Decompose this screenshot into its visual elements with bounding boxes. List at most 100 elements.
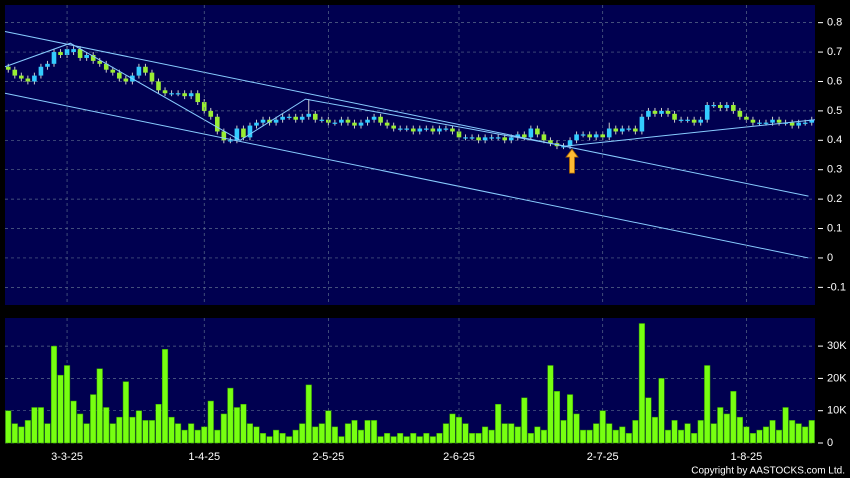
candle-body	[770, 119, 775, 123]
volume-bar	[397, 433, 404, 444]
candle-body	[450, 128, 455, 132]
candle-body	[332, 122, 338, 124]
candle-body	[535, 128, 540, 135]
candle-body	[678, 119, 684, 121]
candle-body	[234, 128, 240, 141]
candle-body	[515, 134, 521, 138]
candle-body	[123, 78, 129, 82]
price-panel	[5, 5, 815, 305]
volume-bar	[547, 365, 554, 444]
y-tick-label: 0.4	[827, 134, 842, 146]
candle-body	[64, 49, 70, 55]
volume-bar	[638, 323, 645, 444]
volume-bar	[769, 420, 776, 444]
candle-body	[685, 119, 690, 121]
candle-body	[339, 119, 344, 123]
y-tick-label: 0.6	[827, 75, 842, 87]
candle-body	[757, 122, 762, 124]
volume-bar	[606, 423, 613, 444]
candle-body	[626, 128, 632, 130]
volume-bar	[168, 416, 175, 444]
volume-bar	[305, 384, 312, 444]
candle-body	[744, 116, 749, 120]
volume-bar	[586, 429, 593, 444]
x-tick-label: 1-8-25	[731, 451, 763, 463]
volume-bar	[70, 400, 77, 444]
candle-body	[188, 93, 194, 97]
candle-body	[286, 116, 292, 118]
volume-bar	[658, 378, 665, 444]
candle-body	[711, 105, 717, 107]
volume-bar	[299, 423, 306, 444]
volume-bar	[599, 410, 606, 444]
candle-body	[58, 52, 63, 55]
volume-bar	[90, 394, 97, 444]
candle-body	[508, 137, 514, 141]
volume-bar	[135, 410, 142, 444]
volume-bar	[253, 426, 260, 444]
volume-bar	[410, 433, 417, 444]
y-tick-label: 10K	[827, 405, 847, 417]
volume-bar	[57, 374, 64, 444]
volume-bar	[233, 407, 240, 444]
volume-bar	[540, 429, 547, 444]
candle-body	[156, 81, 161, 91]
volume-bar	[580, 429, 587, 444]
candle-body	[619, 128, 625, 132]
y-tick-label: 30K	[827, 340, 847, 352]
candle-body	[561, 146, 566, 148]
volume-bar	[782, 407, 789, 444]
volume-bar	[436, 433, 443, 444]
candle-body	[410, 128, 416, 132]
arrow-marker	[565, 148, 579, 174]
volume-bar	[220, 413, 227, 444]
volume-bar	[292, 429, 299, 444]
volume-bar	[795, 423, 802, 444]
volume-bar	[632, 420, 639, 444]
volume-bar	[469, 433, 476, 444]
volume-bar	[142, 420, 149, 444]
volume-bar	[625, 433, 632, 444]
volume-bar	[429, 436, 436, 444]
volume-bar	[710, 423, 717, 444]
volume-bar	[808, 420, 815, 444]
volume-bar	[442, 423, 449, 444]
candle-body	[149, 72, 155, 82]
candle-body	[469, 137, 475, 139]
candle-body	[345, 119, 351, 123]
volume-bar	[44, 423, 51, 444]
volume-bar	[338, 436, 345, 444]
y-tick-label: 0.2	[827, 193, 842, 205]
volume-bar	[756, 429, 763, 444]
volume-bar	[593, 423, 600, 444]
volume-bar	[488, 429, 495, 444]
volume-bar	[227, 387, 234, 444]
volume-bar	[181, 429, 188, 444]
candle-body	[437, 128, 442, 132]
candle-body	[587, 134, 592, 138]
candle-body	[247, 125, 253, 138]
candle-body	[306, 113, 312, 117]
y-tick-label: 20K	[827, 372, 847, 384]
volume-bar	[214, 429, 221, 444]
candle-body	[424, 128, 429, 130]
volume-bar	[155, 403, 162, 444]
volume-bar	[273, 429, 280, 444]
candle-body	[195, 93, 201, 103]
candle-body	[254, 122, 259, 126]
volume-bar	[64, 365, 71, 444]
volume-bar	[116, 416, 123, 444]
volume-bar	[331, 426, 338, 444]
volume-bar	[645, 397, 652, 444]
volume-bar	[161, 349, 169, 444]
candle-body	[45, 63, 50, 67]
y-tick-label: 0.8	[827, 17, 842, 29]
candle-body	[443, 128, 449, 130]
volume-bar	[508, 423, 515, 444]
candle-body	[763, 122, 769, 124]
candle-body	[613, 128, 619, 132]
volume-bar	[325, 410, 332, 444]
volume-bar	[188, 423, 195, 444]
candle-body	[698, 119, 703, 123]
